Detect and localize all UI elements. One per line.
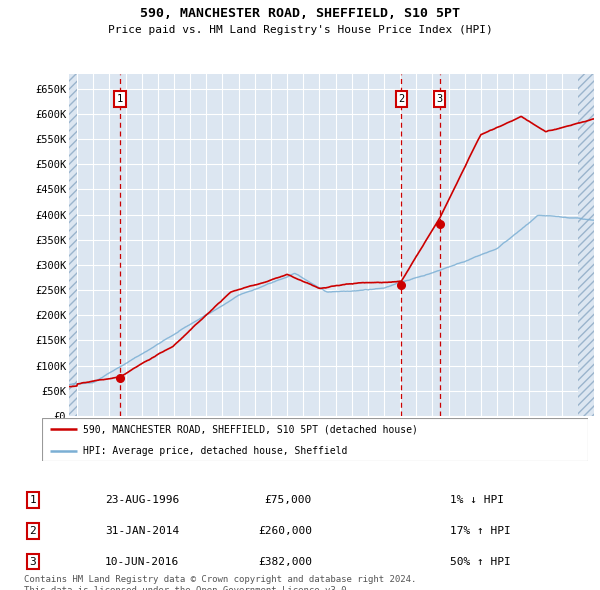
Text: £382,000: £382,000 xyxy=(258,557,312,566)
Text: £260,000: £260,000 xyxy=(258,526,312,536)
FancyBboxPatch shape xyxy=(42,418,588,461)
Text: 17% ↑ HPI: 17% ↑ HPI xyxy=(450,526,511,536)
Text: 23-AUG-1996: 23-AUG-1996 xyxy=(105,495,179,504)
Bar xyxy=(69,64,77,416)
Text: 31-JAN-2014: 31-JAN-2014 xyxy=(105,526,179,536)
Text: 590, MANCHESTER ROAD, SHEFFIELD, S10 5PT: 590, MANCHESTER ROAD, SHEFFIELD, S10 5PT xyxy=(140,7,460,20)
Text: 50% ↑ HPI: 50% ↑ HPI xyxy=(450,557,511,566)
Text: £75,000: £75,000 xyxy=(265,495,312,504)
Text: 10-JUN-2016: 10-JUN-2016 xyxy=(105,557,179,566)
Text: 3: 3 xyxy=(436,94,443,104)
Bar xyxy=(578,64,594,416)
Text: 2: 2 xyxy=(398,94,404,104)
Text: 590, MANCHESTER ROAD, SHEFFIELD, S10 5PT (detached house): 590, MANCHESTER ROAD, SHEFFIELD, S10 5PT… xyxy=(83,424,418,434)
Text: 2: 2 xyxy=(29,526,37,536)
Text: 1% ↓ HPI: 1% ↓ HPI xyxy=(450,495,504,504)
Text: 1: 1 xyxy=(117,94,123,104)
Text: Contains HM Land Registry data © Crown copyright and database right 2024.
This d: Contains HM Land Registry data © Crown c… xyxy=(24,575,416,590)
Text: 1: 1 xyxy=(29,495,37,504)
Text: Price paid vs. HM Land Registry's House Price Index (HPI): Price paid vs. HM Land Registry's House … xyxy=(107,25,493,35)
Text: HPI: Average price, detached house, Sheffield: HPI: Average price, detached house, Shef… xyxy=(83,445,347,455)
Text: 3: 3 xyxy=(29,557,37,566)
